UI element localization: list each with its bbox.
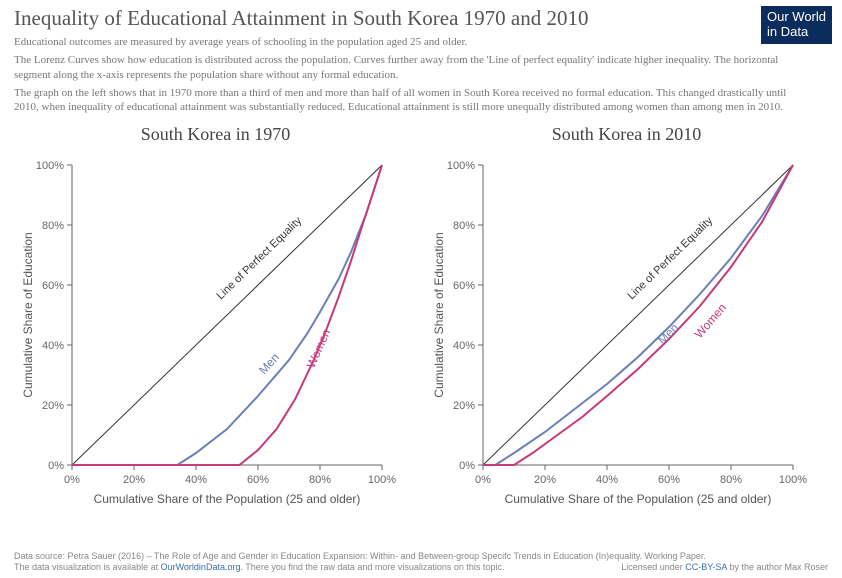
logo-line1: Our World (767, 9, 826, 24)
svg-text:40%: 40% (41, 340, 63, 352)
owid-logo: Our World in Data (761, 6, 832, 44)
svg-text:Cumulative Share of Education: Cumulative Share of Education (432, 233, 446, 398)
svg-text:Cumulative Share of Education: Cumulative Share of Education (21, 233, 35, 398)
svg-text:100%: 100% (778, 474, 806, 486)
svg-text:Men: Men (654, 321, 680, 347)
svg-text:100%: 100% (367, 474, 395, 486)
svg-text:40%: 40% (452, 340, 474, 352)
svg-text:40%: 40% (184, 474, 206, 486)
svg-text:20%: 20% (122, 474, 144, 486)
chart-title-2010: South Korea in 2010 (427, 124, 827, 145)
chart-panel-1970: South Korea in 1970 0%0% 20% 20% 40% 40% 60% 6… (16, 124, 416, 517)
footer-line2: The data visualization is available at O… (14, 562, 828, 574)
svg-text:20%: 20% (452, 400, 474, 412)
svg-text:0%: 0% (48, 460, 64, 472)
description-2: The Lorenz Curves show how education is … (14, 53, 804, 83)
owid-link[interactable]: OurWorldinData.org (161, 562, 241, 572)
svg-text:60%: 60% (657, 474, 679, 486)
svg-text:Cumulative Share of the Popula: Cumulative Share of the Population (25 a… (504, 492, 771, 506)
svg-text:100%: 100% (35, 160, 63, 172)
svg-text:80%: 80% (308, 474, 330, 486)
description-3: The graph on the left shows that in 1970… (14, 86, 804, 116)
chart-panel-2010: South Korea in 2010 0%0% 20% 20% 40% 40% 60% 6… (427, 124, 827, 517)
svg-text:80%: 80% (719, 474, 741, 486)
svg-text:60%: 60% (452, 280, 474, 292)
lorenz-chart-1970: 0%0% 20% 20% 40% 40% 60% 60% 80% 80% 100% 100% Cumu… (16, 147, 416, 517)
header: Inequality of Educational Attainment in … (0, 0, 842, 122)
chart-title-1970: South Korea in 1970 (16, 124, 416, 145)
svg-text:60%: 60% (41, 280, 63, 292)
svg-text:80%: 80% (41, 220, 63, 232)
svg-text:0%: 0% (64, 474, 80, 486)
svg-text:40%: 40% (595, 474, 617, 486)
footer: Data source: Petra Sauer (2016) – The Ro… (14, 551, 828, 574)
footer-line1: Data source: Petra Sauer (2016) – The Ro… (14, 551, 828, 563)
license-link[interactable]: CC-BY-SA (685, 562, 727, 572)
svg-text:80%: 80% (452, 220, 474, 232)
chart-row: South Korea in 1970 0%0%20%20%40%40%60%6… (0, 124, 842, 517)
description-1: Educational outcomes are measured by ave… (14, 35, 804, 50)
svg-text:Women: Women (691, 301, 728, 341)
svg-text:Cumulative Share of the Popula: Cumulative Share of the Population (25 a… (93, 492, 360, 506)
page-title: Inequality of Educational Attainment in … (14, 6, 828, 31)
svg-text:Line of Perfect Equality: Line of Perfect Equality (214, 215, 304, 303)
svg-text:20%: 20% (41, 400, 63, 412)
svg-text:Line of Perfect Equality: Line of Perfect Equality (625, 215, 715, 303)
svg-text:60%: 60% (246, 474, 268, 486)
logo-line2: in Data (767, 24, 808, 39)
svg-text:100%: 100% (446, 160, 474, 172)
footer-license: Licensed under CC-BY-SA by the author Ma… (621, 562, 828, 574)
svg-text:0%: 0% (459, 460, 475, 472)
svg-text:20%: 20% (533, 474, 555, 486)
lorenz-chart-2010: 0%0% 20% 20% 40% 40% 60% 60% 80% 80% 100% 100% Cumu… (427, 147, 827, 517)
svg-text:0%: 0% (475, 474, 491, 486)
